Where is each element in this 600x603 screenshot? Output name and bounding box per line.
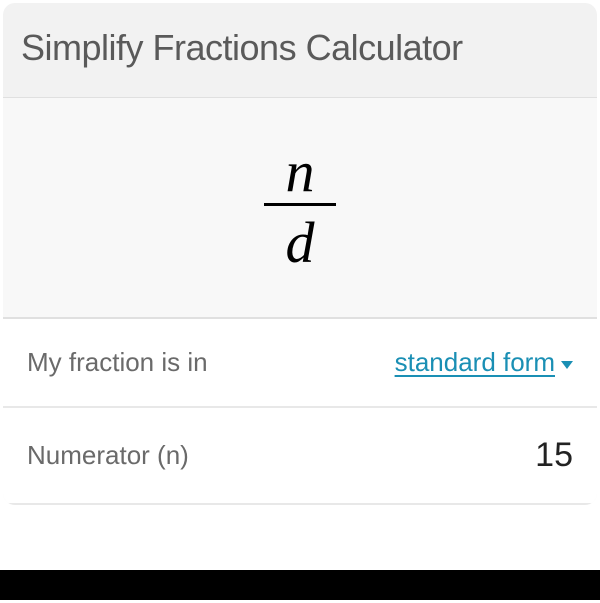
fraction-denominator-var: d xyxy=(268,206,333,272)
calculator-title: Simplify Fractions Calculator xyxy=(21,27,579,69)
numerator-input[interactable]: 15 xyxy=(535,436,573,475)
title-section: Simplify Fractions Calculator xyxy=(3,3,597,98)
fraction-display: n d xyxy=(3,98,597,319)
form-type-value: standard form xyxy=(395,347,555,378)
calculator-card: Simplify Fractions Calculator n d My fra… xyxy=(3,3,597,505)
form-type-dropdown[interactable]: standard form xyxy=(395,347,573,378)
numerator-row: Numerator (n) 15 xyxy=(3,408,597,505)
numerator-label: Numerator (n) xyxy=(27,440,189,471)
form-type-row: My fraction is in standard form xyxy=(3,319,597,408)
fraction-formula: n d xyxy=(264,143,336,272)
fraction-numerator-var: n xyxy=(268,143,333,203)
bottom-bar xyxy=(0,570,600,600)
form-type-label: My fraction is in xyxy=(27,347,208,378)
chevron-down-icon xyxy=(561,361,573,369)
